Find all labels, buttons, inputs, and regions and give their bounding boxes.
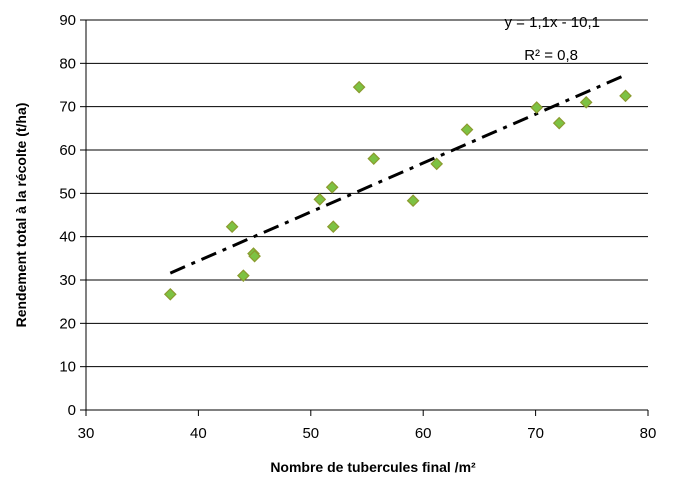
data-point-7: [325, 180, 339, 194]
x-tick-labels: 30 40 50 60 70 80: [78, 425, 657, 442]
x-tick-label-80: 80: [640, 425, 657, 442]
x-tick-label-70: 70: [527, 425, 544, 442]
y-tick-label-20: 20: [59, 315, 76, 332]
data-point-9: [352, 80, 366, 94]
y-tick-label-70: 70: [59, 99, 76, 116]
data-point-6: [313, 193, 327, 206]
y-tick-label-60: 60: [59, 142, 76, 159]
data-point-3: [237, 269, 250, 283]
y-axis-title: Rendement total à la récolte (t/ha): [13, 103, 29, 328]
data-point-5: [248, 249, 261, 263]
x-tick-label-30: 30: [78, 425, 95, 442]
data-point-16: [579, 95, 593, 109]
y-tick-label-10: 10: [59, 359, 76, 376]
data-point-10: [367, 152, 381, 166]
trendline-equation: y = 1,1x - 10,1: [505, 14, 600, 31]
r-squared-label: R² = 0,8: [524, 47, 578, 64]
trendline: [169, 73, 627, 275]
y-tick-label-30: 30: [59, 272, 76, 289]
x-axis-title: Nombre de tubercules final /m²: [270, 459, 476, 475]
trendline-group: [169, 73, 627, 275]
axes: [80, 19, 649, 416]
data-point-12: [430, 157, 444, 171]
data-point-11: [406, 194, 420, 208]
gridlines: [86, 19, 648, 368]
y-tick-label-90: 90: [59, 12, 76, 29]
data-point-13: [460, 123, 474, 136]
y-tick-label-50: 50: [59, 185, 76, 202]
x-tick-label-60: 60: [415, 425, 432, 442]
data-point-2: [225, 220, 239, 234]
data-points: [163, 80, 632, 301]
data-point-14: [530, 101, 544, 114]
x-tick-label-50: 50: [302, 425, 319, 442]
y-tick-label-80: 80: [59, 55, 76, 72]
y-tick-label-0: 0: [68, 402, 76, 419]
y-tick-labels: 0 10 20 30 40 50 60 70 80 90: [59, 12, 76, 419]
x-tick-label-40: 40: [190, 425, 207, 442]
data-point-1: [163, 287, 177, 301]
data-point-17: [619, 89, 632, 103]
data-point-15: [552, 116, 566, 130]
data-point-8: [326, 220, 340, 234]
y-tick-label-40: 40: [59, 229, 76, 246]
